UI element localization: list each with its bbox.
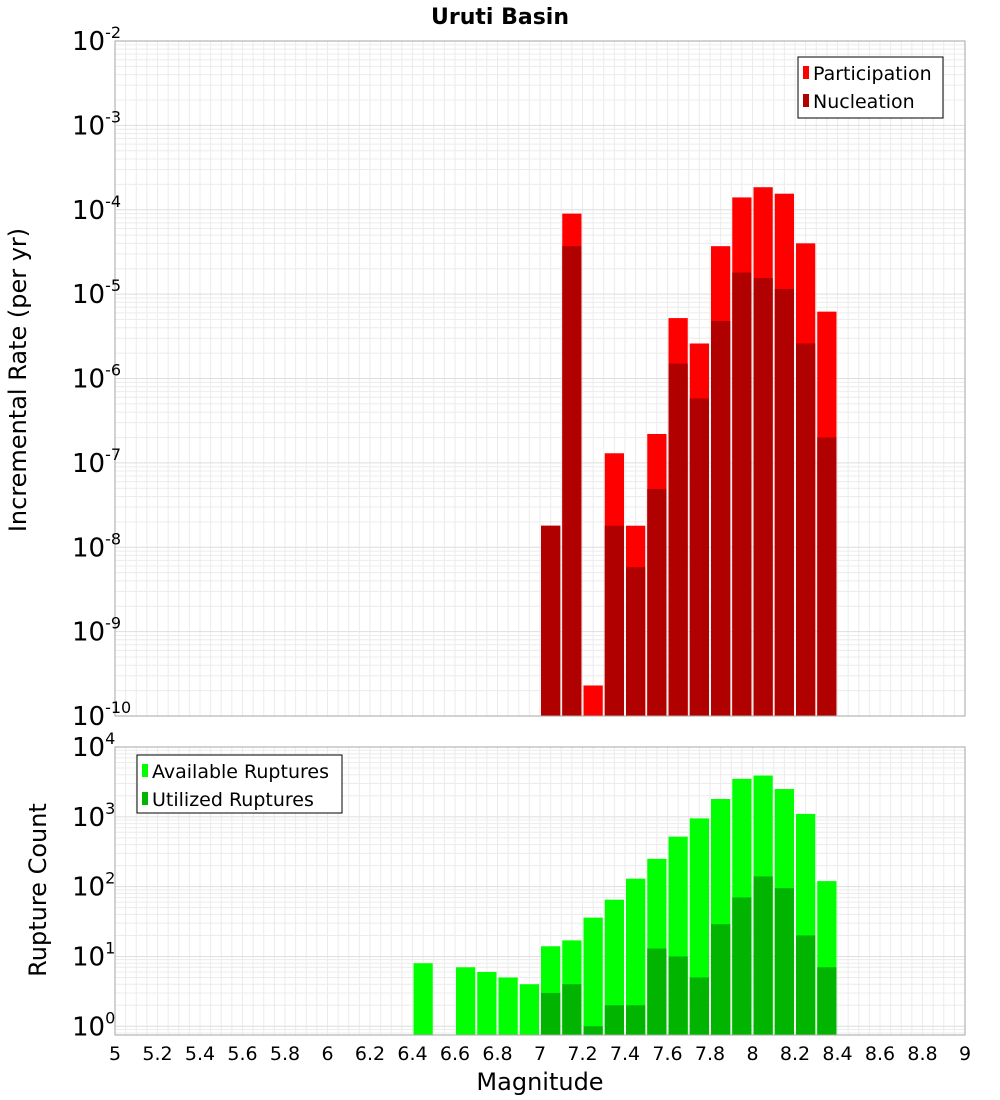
legend-swatch bbox=[142, 764, 148, 777]
y-tick-label: 10-8 bbox=[72, 529, 121, 563]
top-y-axis-label: Incremental Rate (per yr) bbox=[4, 228, 32, 532]
chart-title: Uruti Basin bbox=[431, 5, 569, 30]
bar-nucleation bbox=[668, 363, 688, 716]
bar-available-ruptures bbox=[413, 963, 433, 1035]
x-tick-label: 7.6 bbox=[652, 1043, 682, 1065]
bar-utilized-ruptures bbox=[774, 888, 794, 1035]
x-tick-label: 8.2 bbox=[780, 1043, 810, 1065]
bar-nucleation bbox=[817, 437, 837, 716]
y-tick-label: 101 bbox=[72, 939, 115, 973]
y-tick-label: 104 bbox=[72, 729, 115, 763]
bar-utilized-ruptures bbox=[796, 935, 816, 1035]
legend-box bbox=[797, 56, 944, 119]
x-tick-label: 6.4 bbox=[397, 1043, 427, 1065]
y-tick-label: 10-2 bbox=[72, 23, 121, 57]
x-tick-label: 5.8 bbox=[270, 1043, 300, 1065]
x-tick-label: 5 bbox=[109, 1043, 121, 1065]
x-tick-label: 8.4 bbox=[822, 1043, 852, 1065]
y-tick-label: 10-4 bbox=[72, 192, 121, 226]
legend-label: Nucleation bbox=[813, 91, 915, 113]
y-tick-label: 10-9 bbox=[72, 614, 121, 648]
y-tick-label: 103 bbox=[72, 799, 115, 833]
bar-utilized-ruptures bbox=[817, 967, 837, 1035]
x-tick-label: 6 bbox=[321, 1043, 333, 1065]
bar-available-ruptures bbox=[498, 977, 518, 1035]
bar-utilized-ruptures bbox=[604, 1005, 624, 1035]
bar-utilized-ruptures bbox=[689, 977, 709, 1035]
legend-swatch bbox=[803, 66, 809, 79]
bar-nucleation bbox=[626, 567, 646, 716]
x-tick-label: 8 bbox=[746, 1043, 758, 1065]
x-tick-label: 7.2 bbox=[567, 1043, 597, 1065]
x-tick-label: 7 bbox=[534, 1043, 546, 1065]
bar-utilized-ruptures bbox=[711, 924, 731, 1035]
y-tick-label: 10-3 bbox=[72, 107, 121, 141]
bar-nucleation bbox=[732, 272, 752, 716]
bar-nucleation bbox=[796, 343, 816, 716]
bar-nucleation bbox=[562, 246, 582, 716]
x-tick-label: 9 bbox=[959, 1043, 971, 1065]
bar-available-ruptures bbox=[477, 971, 497, 1035]
bar-utilized-ruptures bbox=[541, 992, 561, 1035]
bar-utilized-ruptures bbox=[647, 948, 667, 1035]
bar-nucleation bbox=[689, 398, 709, 716]
bar-nucleation bbox=[647, 489, 667, 716]
bar-utilized-ruptures bbox=[562, 984, 582, 1035]
plot-border bbox=[114, 40, 966, 717]
bar-utilized-ruptures bbox=[753, 876, 773, 1035]
bar-nucleation bbox=[604, 525, 624, 716]
bar-nucleation bbox=[711, 321, 731, 716]
bar-nucleation bbox=[753, 278, 773, 716]
bar-participation bbox=[583, 685, 603, 716]
bar-utilized-ruptures bbox=[626, 1005, 646, 1035]
bar-available-ruptures bbox=[456, 967, 476, 1035]
y-tick-label: 10-10 bbox=[72, 698, 131, 732]
x-tick-label: 7.4 bbox=[610, 1043, 640, 1065]
legend-count: Available Ruptures Utilized Ruptures bbox=[136, 754, 343, 814]
bar-utilized-ruptures bbox=[732, 897, 752, 1035]
legend-label: Available Ruptures bbox=[152, 761, 329, 783]
legend-rate: Participation Nucleation bbox=[797, 56, 944, 119]
panel-count: 100 101 102 103 104 5 5.2 5.4 5.6 5.8 6 6.2 6.4 6.6 6.… bbox=[72, 729, 971, 1065]
x-tick-label: 6.2 bbox=[355, 1043, 385, 1065]
x-tick-label: 5.4 bbox=[185, 1043, 215, 1065]
y-tick-label: 102 bbox=[72, 869, 115, 903]
bar-nucleation bbox=[774, 289, 794, 716]
bottom-y-axis-label: Rupture Count bbox=[24, 803, 52, 977]
bar-utilized-ruptures bbox=[583, 1026, 603, 1035]
bar-available-ruptures bbox=[604, 899, 624, 1035]
legend-box bbox=[136, 754, 343, 814]
x-axis-label: Magnitude bbox=[476, 1068, 603, 1096]
legend-label: Utilized Ruptures bbox=[152, 789, 314, 811]
plot-border bbox=[114, 746, 966, 1036]
bar-available-ruptures bbox=[583, 917, 603, 1035]
x-tick-label: 8.6 bbox=[865, 1043, 895, 1065]
legend-swatch bbox=[803, 94, 809, 107]
x-tick-label: 6.6 bbox=[440, 1043, 470, 1065]
y-tick-label: 10-7 bbox=[72, 445, 121, 479]
y-tick-label: 100 bbox=[72, 1008, 115, 1042]
x-tick-label: 8.8 bbox=[907, 1043, 937, 1065]
panel-rate: 10-10 10-9 10-8 10-7 10-6 10-5 10-4 10-3 10-2 Par… bbox=[72, 23, 966, 732]
bar-utilized-ruptures bbox=[668, 956, 688, 1035]
y-tick-label: 10-5 bbox=[72, 276, 121, 310]
x-tick-label: 7.8 bbox=[695, 1043, 725, 1065]
bar-available-ruptures bbox=[519, 984, 539, 1035]
legend-label: Participation bbox=[813, 63, 932, 85]
bar-nucleation bbox=[541, 525, 561, 716]
legend-swatch bbox=[142, 792, 148, 805]
y-tick-label: 10-6 bbox=[72, 361, 121, 395]
x-tick-label: 6.8 bbox=[482, 1043, 512, 1065]
bar-available-ruptures bbox=[626, 878, 646, 1035]
x-tick-label: 5.6 bbox=[227, 1043, 257, 1065]
x-tick-label: 5.2 bbox=[142, 1043, 172, 1065]
